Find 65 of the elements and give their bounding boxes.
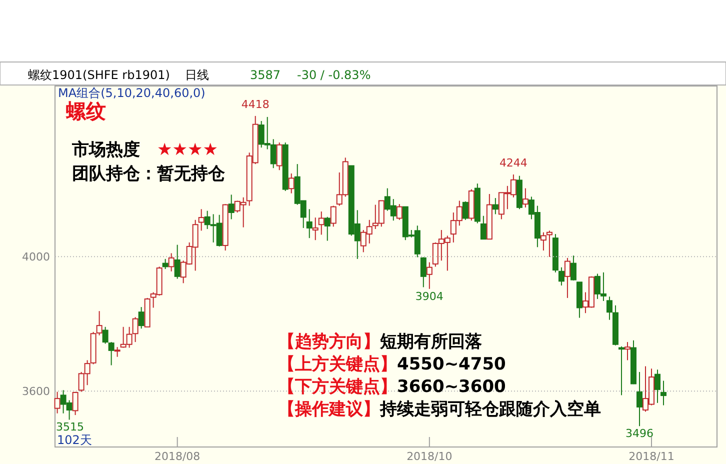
text: 日线 (185, 68, 209, 82)
annotation: 4550~4750 (397, 354, 506, 374)
candlestick (624, 342, 630, 361)
candlestick (54, 391, 60, 414)
candlestick (396, 204, 402, 220)
candlestick (108, 342, 114, 366)
candlestick (318, 210, 324, 236)
candlestick (492, 198, 498, 215)
text: 螺纹1901(SHFE rb1901) (28, 68, 170, 82)
candlestick (324, 216, 330, 242)
text: -30 / -0.83% (297, 68, 371, 82)
annotation: 【操作建议】 (278, 400, 380, 420)
candlestick (540, 232, 546, 252)
candlestick (426, 262, 432, 290)
candlestick (174, 244, 180, 280)
candlestick (606, 296, 612, 320)
candlestick (564, 257, 570, 298)
candlestick (306, 208, 312, 239)
candlestick (72, 391, 78, 416)
annotation: 3496 (625, 427, 654, 440)
x-tick-label: 2018/11 (628, 450, 674, 463)
annotation: 4244 (499, 156, 528, 170)
candlestick (132, 316, 138, 343)
candlestick (138, 306, 144, 330)
candlestick (102, 326, 108, 344)
annotation: 【趋势方向】 (278, 332, 380, 352)
annotation: 市场热度 (71, 140, 140, 160)
candlestick (636, 371, 642, 427)
annotation: 3660~3600 (397, 377, 506, 397)
candlestick (570, 255, 576, 281)
annotation: 【下方关键点】 (278, 377, 397, 397)
annotation: 短期有所回落 (379, 332, 482, 352)
annotation: 4418 (241, 98, 270, 111)
annotation: 持续走弱可轻仓跟随介入空单 (379, 400, 601, 420)
candlestick (312, 217, 318, 241)
candlestick (288, 172, 294, 194)
annotation: 102天 (57, 433, 92, 447)
annotation: ★★★★ (157, 140, 218, 160)
candlestick (480, 215, 486, 240)
text: 螺纹 (65, 99, 106, 123)
annotation: MA组合(5,10,20,40,60,0) (58, 86, 206, 100)
annotation: 【上方关键点】 (278, 354, 397, 374)
x-tick-label: 2018/10 (406, 450, 452, 463)
candlestick (546, 230, 552, 258)
candlestick (420, 256, 426, 288)
candlestick (114, 346, 120, 358)
candlestick (276, 142, 282, 171)
candlestick (462, 200, 468, 220)
candlestick (198, 208, 204, 232)
annotation: 3904 (415, 290, 444, 303)
candlestick (654, 369, 660, 404)
x-tick-label: 2018/08 (154, 450, 200, 463)
candlestick (330, 205, 336, 228)
text: 3587 (250, 68, 281, 82)
candlestick (522, 188, 528, 208)
candlestick (228, 194, 234, 220)
y-tick-label: 4000 (22, 250, 50, 264)
candlestick (618, 346, 624, 396)
y-tick-label: 3600 (22, 385, 50, 398)
candlestick (660, 380, 666, 406)
candlestick (168, 252, 174, 272)
annotation: 3515 (56, 420, 84, 434)
annotation: 团队持仓：暂无持仓 (72, 164, 226, 184)
candlestick (162, 258, 168, 270)
candlestick (558, 266, 564, 286)
